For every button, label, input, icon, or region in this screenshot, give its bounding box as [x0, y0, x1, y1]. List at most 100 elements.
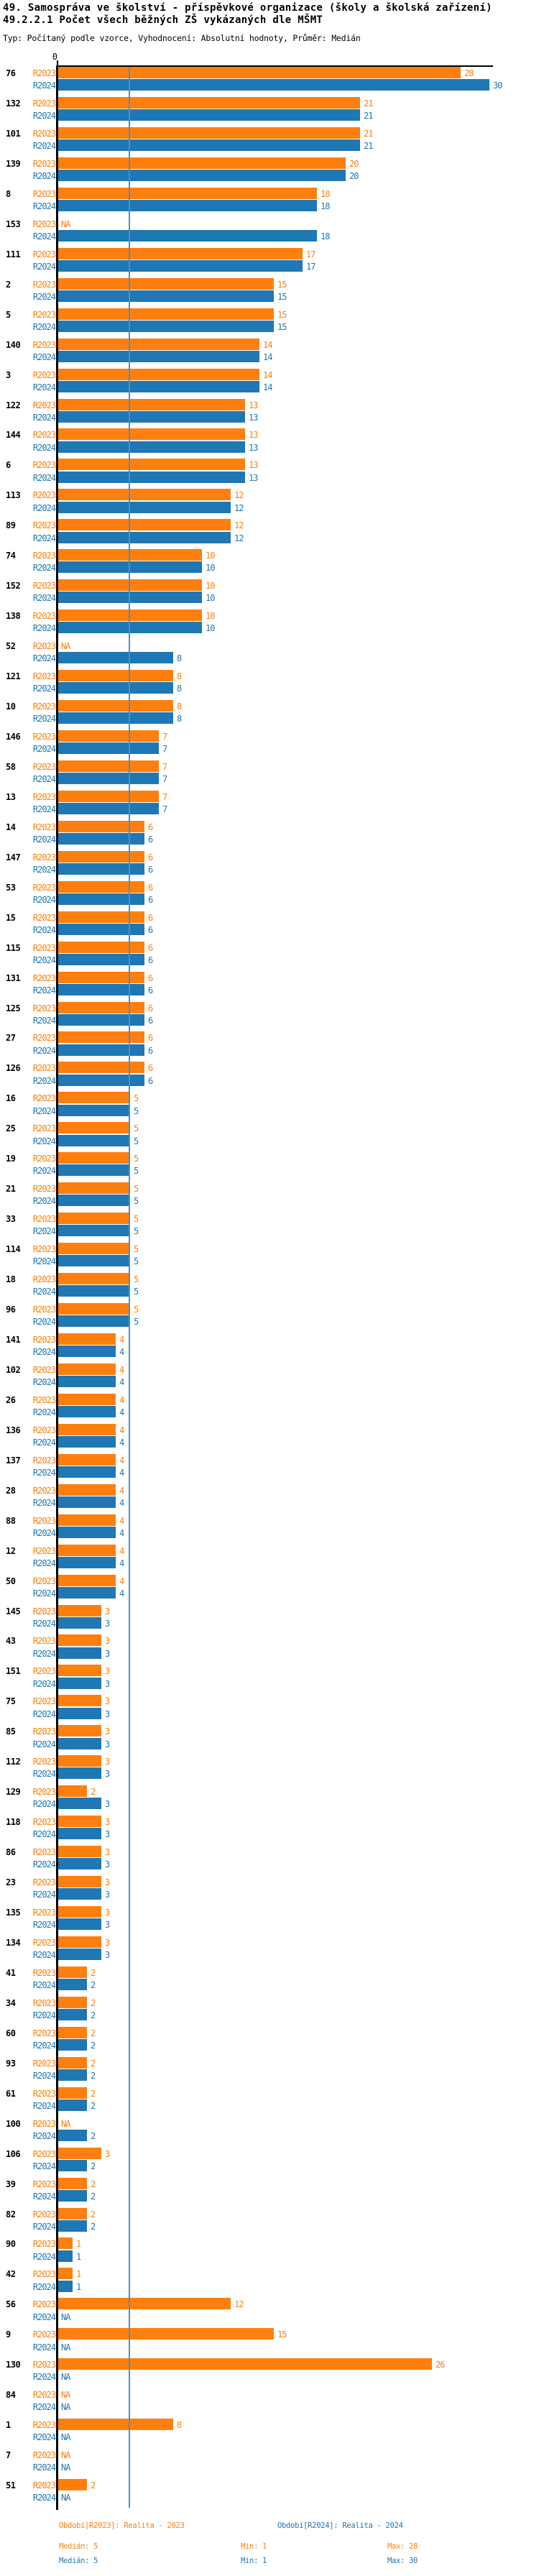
bar-r2023 [58, 247, 303, 259]
value-label: 3 [105, 1877, 110, 1887]
value-label: 21 [364, 128, 373, 139]
series-label: R2023 [32, 1334, 56, 1345]
na-label: NA [61, 2118, 70, 2129]
row-label: 130 [6, 2360, 21, 2370]
bar-r2023 [58, 1062, 144, 1074]
bar-r2023 [58, 2298, 231, 2310]
series-label: R2024 [32, 1799, 56, 1810]
series-label: R2023 [32, 2329, 56, 2340]
legend-period-2024: Období[R2024]: Realita - 2024 [277, 2521, 403, 2530]
series-label: R2023 [32, 400, 56, 410]
value-label: 4 [119, 1558, 124, 1568]
bar-r2024 [58, 1044, 144, 1056]
bar-r2023 [58, 126, 360, 139]
series-label: R2024 [32, 291, 56, 302]
row-label: 25 [6, 1123, 16, 1134]
series-label: R2024 [32, 261, 56, 272]
series-label: R2023 [32, 1455, 56, 1466]
value-label: 10 [206, 551, 215, 561]
series-label: R2023 [32, 2028, 56, 2038]
value-label: 5 [134, 1105, 139, 1116]
value-label: 2 [91, 2161, 96, 2171]
series-label: R2023 [32, 611, 56, 622]
bar-r2023 [58, 277, 274, 290]
series-label: R2023 [32, 1394, 56, 1405]
series-label: R2024 [32, 2312, 56, 2322]
value-label: 5 [134, 1274, 139, 1284]
series-label: R2023 [32, 1997, 56, 2008]
value-label: 3 [105, 1847, 110, 1858]
series-label: R2024 [32, 1407, 56, 1417]
bar-r2023 [58, 760, 159, 772]
value-label: 15 [277, 279, 287, 290]
value-label: 4 [119, 1588, 124, 1598]
value-label: 13 [249, 430, 258, 441]
row-label: 51 [6, 2480, 16, 2490]
row-label: 52 [6, 641, 16, 652]
series-label: R2023 [32, 1123, 56, 1134]
series-label: R2023 [32, 249, 56, 259]
na-label: NA [61, 2342, 70, 2352]
series-label: R2023 [32, 1757, 56, 1767]
bar-r2023 [58, 1936, 101, 1948]
row-label: 9 [6, 2329, 11, 2340]
value-label: 2 [91, 2041, 96, 2051]
bar-r2024 [58, 983, 144, 995]
value-label: 18 [321, 201, 330, 211]
bar-r2024 [58, 1346, 116, 1358]
row-label: 42 [6, 2269, 16, 2280]
series-label: R2023 [32, 1154, 56, 1164]
value-label: 3 [105, 1678, 110, 1689]
series-label: R2024 [32, 231, 56, 242]
row-label: 19 [6, 1154, 16, 1164]
bar-r2023 [58, 489, 231, 501]
series-label: R2023 [32, 2390, 56, 2401]
value-label: 7 [162, 761, 167, 772]
bar-r2024 [58, 79, 489, 91]
series-label: R2023 [32, 1485, 56, 1496]
value-label: 4 [119, 1545, 124, 1556]
series-label: R2023 [32, 1003, 56, 1013]
row-label: 129 [6, 1787, 21, 1798]
row-label: 131 [6, 972, 21, 983]
value-label: 2 [91, 1787, 96, 1798]
row-label: 137 [6, 1455, 21, 1466]
value-label: 21 [364, 141, 373, 152]
bar-r2024 [58, 742, 159, 755]
bar-r2024 [58, 1828, 101, 1840]
value-label: 4 [119, 1377, 124, 1388]
row-label: 50 [6, 1576, 16, 1586]
bar-r2024 [58, 1466, 116, 1478]
row-label: 56 [6, 2299, 16, 2310]
series-label: R2024 [32, 1739, 56, 1749]
series-label: R2024 [32, 894, 56, 905]
value-label: 3 [105, 1829, 110, 1840]
row-label: 1 [6, 2420, 11, 2431]
bar-r2023 [58, 549, 202, 561]
value-label: 15 [277, 291, 287, 302]
series-label: R2024 [32, 2493, 56, 2503]
row-label: 43 [6, 1636, 16, 1647]
series-label: R2024 [32, 1527, 56, 1538]
bar-r2023 [58, 97, 360, 109]
row-label: 6 [6, 460, 11, 471]
series-label: R2024 [32, 1980, 56, 1991]
value-label: 3 [105, 1920, 110, 1931]
value-label: 3 [105, 1890, 110, 1900]
value-label: 7 [162, 791, 167, 802]
value-label: 6 [148, 942, 153, 953]
row-label: 27 [6, 1033, 16, 1044]
value-label: 18 [321, 188, 330, 199]
value-label: 2 [91, 1980, 96, 1991]
series-label: R2024 [32, 2221, 56, 2232]
series-label: R2024 [32, 1859, 56, 1870]
row-label: 14 [6, 822, 16, 832]
value-label: 5 [134, 1123, 139, 1134]
value-label: 4 [119, 1347, 124, 1358]
stat-min-2023: Min: 1 [241, 2542, 267, 2551]
value-label: 13 [249, 400, 258, 410]
series-label: R2023 [32, 1244, 56, 1255]
value-label: 30 [493, 80, 502, 91]
series-label: R2024 [32, 1438, 56, 1448]
bar-r2024 [58, 170, 346, 182]
